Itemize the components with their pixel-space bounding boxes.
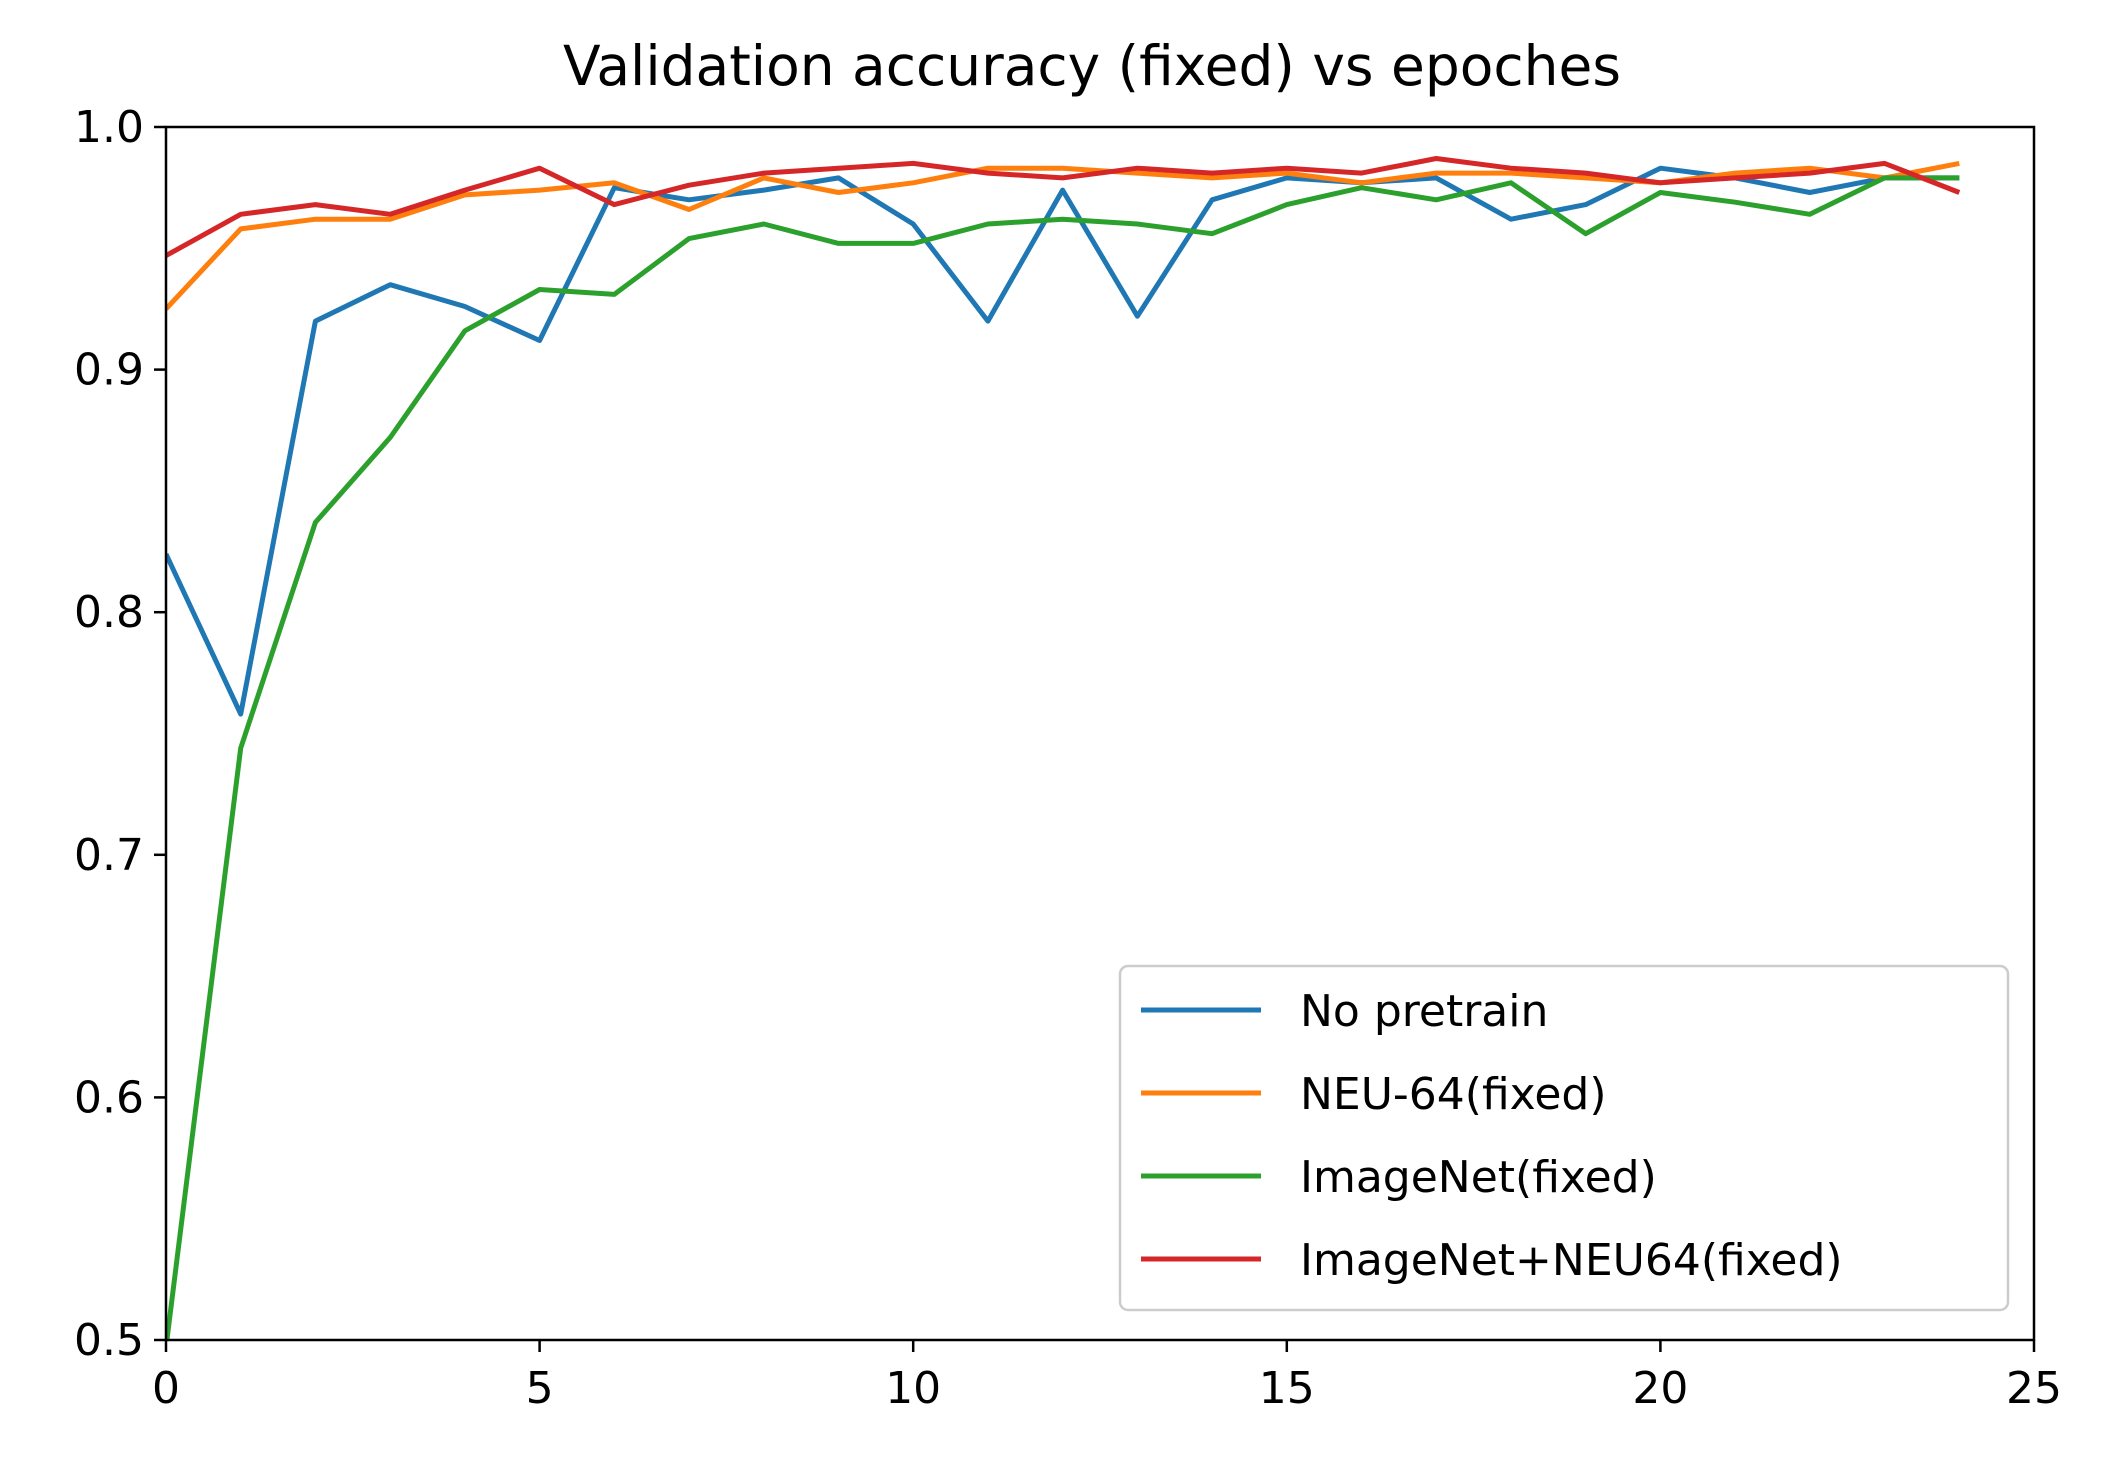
chart-title: Validation accuracy (fixed) vs epoches	[563, 34, 1621, 98]
legend-label-4: ImageNet+NEU64(fixed)	[1300, 1235, 1843, 1286]
legend: No pretrain NEU-64(fixed) ImageNet(fixed) I…	[1118, 964, 2010, 1312]
y-tick-label: 0.5	[74, 1315, 144, 1366]
y-tick-label: 0.8	[74, 587, 144, 638]
y-tick-label: 0.7	[74, 830, 144, 881]
x-tick-label: 25	[2006, 1363, 2062, 1414]
legend-label-1: No pretrain	[1300, 986, 1548, 1037]
legend-label-3: ImageNet(fixed)	[1300, 1152, 1657, 1203]
series-line-1	[166, 165, 1960, 717]
x-tick-label: 20	[1632, 1363, 1688, 1414]
x-axis: 0 5 10 15 20 25	[152, 1340, 2062, 1414]
y-axis: 0.5 0.6 0.7 0.8 0.9 1.0	[74, 102, 166, 1366]
y-tick-label: 1.0	[74, 102, 144, 153]
x-tick-label: 0	[152, 1363, 180, 1414]
x-tick-label: 5	[526, 1363, 554, 1414]
series-layer	[166, 156, 1961, 1340]
legend-box	[1118, 964, 2010, 1312]
legend-label-2: NEU-64(fixed)	[1300, 1069, 1607, 1120]
y-tick-label: 0.9	[74, 345, 144, 396]
series-line-3	[166, 175, 1960, 1340]
x-tick-label: 10	[885, 1363, 941, 1414]
y-tick-label: 0.6	[74, 1072, 144, 1123]
plot-frame	[164, 125, 2036, 1342]
x-tick-label: 15	[1259, 1363, 1315, 1414]
series-line-4	[166, 156, 1961, 258]
